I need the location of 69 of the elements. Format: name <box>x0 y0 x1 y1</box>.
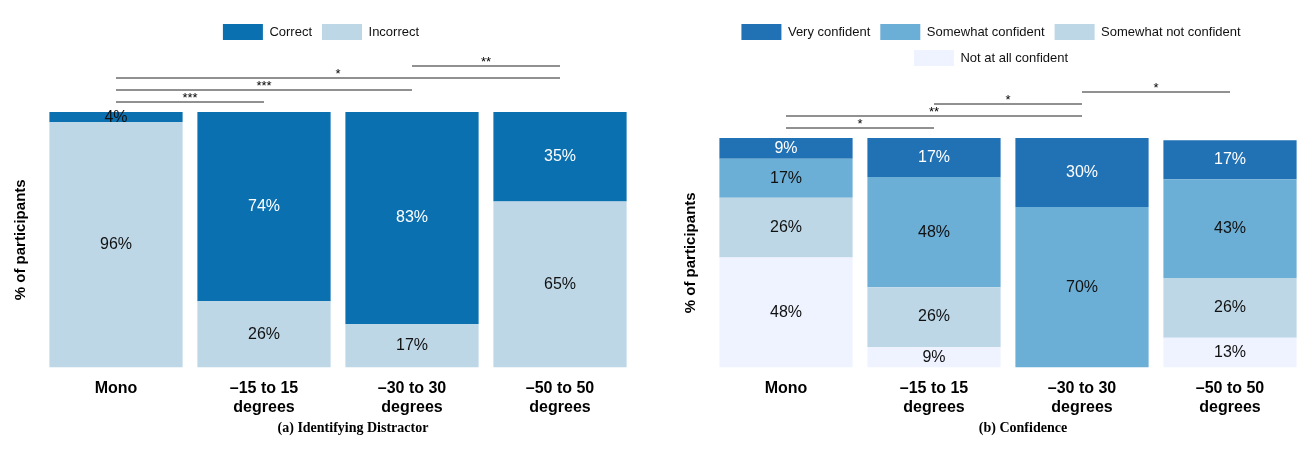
legend-label: Not at all confident <box>960 49 1069 65</box>
data-label: 35% <box>543 147 577 165</box>
bar <box>867 138 1001 178</box>
text: ** <box>928 104 940 120</box>
legend-label: Correct <box>269 23 313 39</box>
bar <box>1015 206 1149 368</box>
bar <box>867 177 1001 288</box>
bar <box>719 197 853 258</box>
text: * <box>857 116 863 132</box>
data-label: 83% <box>395 208 429 226</box>
text: *** <box>182 90 198 106</box>
text: * <box>335 66 341 82</box>
bar <box>493 112 627 202</box>
text: *** <box>256 78 272 94</box>
bar <box>345 112 479 325</box>
y-axis-title: % of participants <box>11 179 29 301</box>
text: * <box>1005 92 1011 108</box>
data-label: 74% <box>247 196 281 214</box>
data-label: 43% <box>1213 219 1247 237</box>
bar <box>1163 179 1297 279</box>
data-label: 13% <box>1213 343 1247 361</box>
data-label: 70% <box>1065 277 1099 295</box>
bar <box>719 138 853 159</box>
bar <box>197 301 331 368</box>
data-label: 65% <box>543 274 577 292</box>
data-label: 26% <box>917 307 951 325</box>
x-tick-label: Mono <box>764 378 808 396</box>
bar <box>1163 337 1297 368</box>
text: ** <box>480 54 492 70</box>
x-tick-label: –15 to 15 degrees <box>899 378 969 415</box>
bar <box>197 112 331 302</box>
bar <box>1163 278 1297 338</box>
bar <box>719 158 853 198</box>
data-label: 30% <box>1065 162 1099 180</box>
data-label: 4% <box>104 107 128 125</box>
legend-label: Somewhat not confident <box>1101 23 1241 39</box>
x-tick-label: –30 to 30 degrees <box>1047 378 1117 415</box>
bar <box>345 324 479 368</box>
data-label: 17% <box>917 147 951 165</box>
x-tick-label: –15 to 15 degrees <box>229 378 299 415</box>
x-tick-label: –50 to 50 degrees <box>1195 378 1265 415</box>
legend-label: Very confident <box>787 23 871 39</box>
bar <box>493 201 627 368</box>
bar <box>1015 138 1149 207</box>
bar <box>867 287 1001 347</box>
data-label: 9% <box>774 138 798 156</box>
y-axis-title: % of participants <box>681 192 699 314</box>
x-tick-label: –50 to 50 degrees <box>525 378 595 415</box>
x-tick-label: Mono <box>94 378 138 396</box>
bar <box>867 346 1001 368</box>
data-label: 96% <box>99 235 133 253</box>
text: * <box>1153 80 1159 96</box>
data-label: 48% <box>769 302 803 320</box>
bar <box>49 122 183 368</box>
legend-label: Incorrect <box>368 23 420 39</box>
text: (a) Identifying Distractor <box>276 420 430 436</box>
data-label: 17% <box>395 336 429 354</box>
data-label: 9% <box>922 347 946 365</box>
bar <box>1163 140 1297 180</box>
data-label: 26% <box>1213 298 1247 316</box>
x-tick-label: –30 to 30 degrees <box>377 378 447 415</box>
text: (b) Confidence <box>977 420 1069 436</box>
bar <box>719 257 853 368</box>
legend-label: Somewhat confident <box>926 23 1045 39</box>
data-label: 48% <box>917 222 951 240</box>
data-label: 17% <box>769 168 803 186</box>
data-label: 26% <box>247 324 281 342</box>
data-label: 17% <box>1213 150 1247 168</box>
data-label: 26% <box>769 217 803 235</box>
